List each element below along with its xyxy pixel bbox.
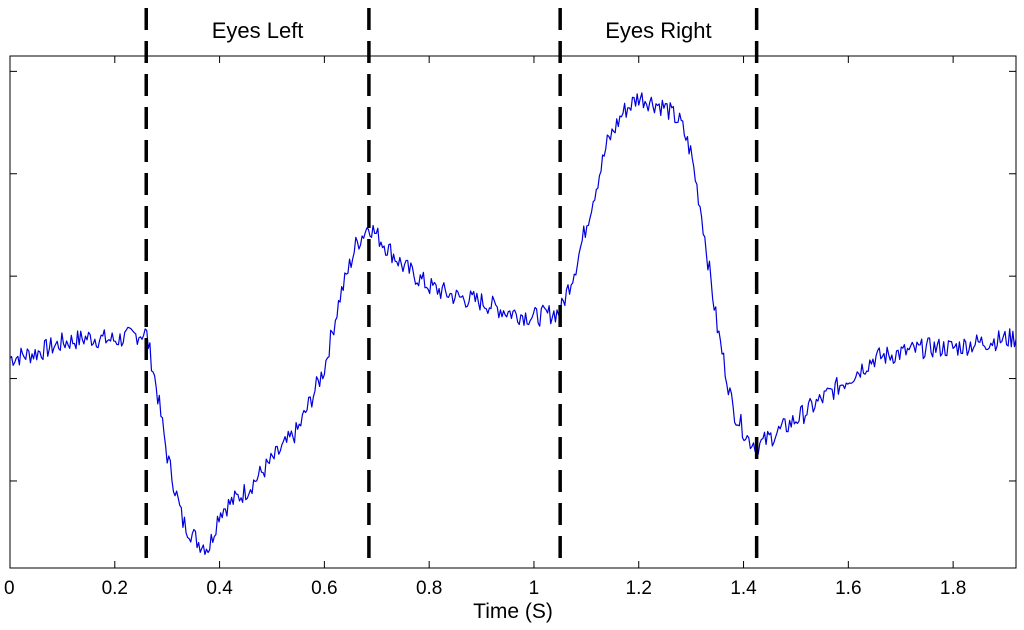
x-tick-label: 1.8 <box>940 578 966 599</box>
x-axis-title: Time (S) <box>473 600 553 623</box>
x-tick-label: 1 <box>529 578 540 599</box>
x-tick-label: 1.2 <box>626 578 652 599</box>
x-tick-label: 0.6 <box>311 578 337 599</box>
x-tick-label: 0 <box>4 578 15 599</box>
plot-frame <box>9 55 1017 569</box>
x-tick-label: 0.4 <box>206 578 233 599</box>
signal-line <box>9 92 1017 555</box>
x-tick-label: 0.8 <box>416 578 442 599</box>
region-label: Eyes Left <box>212 18 304 43</box>
x-tick-label: 1.6 <box>835 578 861 599</box>
x-tick-label: 0.2 <box>102 578 128 599</box>
region-label: Eyes Right <box>605 18 711 43</box>
x-tick-label: 1.4 <box>730 578 757 599</box>
